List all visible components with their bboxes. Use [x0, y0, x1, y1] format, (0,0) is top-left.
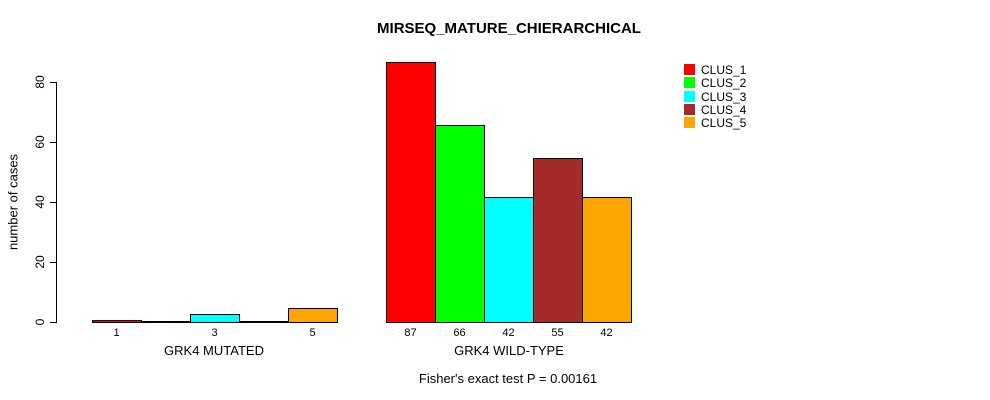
y-tick-label: 60 — [33, 135, 47, 149]
bar-clus_3 — [190, 314, 240, 323]
legend-label: CLUS_3 — [701, 90, 747, 104]
group-label-grk4-mutated: GRK4 MUTATED — [164, 343, 264, 358]
bar-value-label: 55 — [551, 327, 564, 339]
bar-value-label: 3 — [211, 327, 218, 339]
bar-clus_5 — [288, 308, 338, 323]
bar-clus_1 — [92, 320, 142, 323]
legend-swatch-clus_2 — [684, 77, 695, 88]
bar-clus_2 — [435, 125, 485, 323]
legend-label: CLUS_1 — [701, 63, 747, 77]
legend-label: CLUS_4 — [701, 103, 747, 117]
y-tick-label: 40 — [33, 195, 47, 209]
bar-clus_4 — [239, 321, 289, 323]
y-tick-label: 20 — [33, 255, 47, 269]
legend-label: CLUS_5 — [701, 116, 747, 130]
bar-value-label: 42 — [600, 327, 613, 339]
bar-clus_4 — [533, 158, 583, 323]
y-tick-mark — [50, 142, 57, 143]
y-tick-label: 80 — [33, 75, 47, 89]
legend-swatch-clus_5 — [684, 117, 695, 128]
y-tick-mark — [50, 202, 57, 203]
group-label-grk4-wild-type: GRK4 WILD-TYPE — [454, 343, 564, 358]
y-tick-mark — [50, 322, 57, 323]
y-tick-mark — [50, 262, 57, 263]
bar-value-label: 1 — [113, 327, 120, 339]
bar-value-label: 66 — [453, 327, 466, 339]
bar-value-label: 42 — [502, 327, 515, 339]
legend-swatch-clus_4 — [684, 104, 695, 115]
y-tick-label: 0 — [33, 318, 47, 326]
bar-value-label: 5 — [309, 327, 316, 339]
legend-label: CLUS_2 — [701, 76, 747, 90]
y-axis-label: number of cases — [5, 153, 21, 251]
legend-swatch-clus_3 — [684, 91, 695, 102]
bar-clus_3 — [484, 197, 534, 323]
bar-clus_5 — [582, 197, 632, 323]
bar-clus_2 — [141, 321, 191, 323]
chart-title: MIRSEQ_MATURE_CHIERARCHICAL — [377, 20, 641, 37]
bar-clus_1 — [386, 62, 436, 323]
chart-subtitle: Fisher's exact test P = 0.00161 — [418, 371, 598, 386]
bar-value-label: 87 — [404, 327, 417, 339]
legend-swatch-clus_1 — [684, 64, 695, 75]
y-tick-mark — [50, 82, 57, 83]
